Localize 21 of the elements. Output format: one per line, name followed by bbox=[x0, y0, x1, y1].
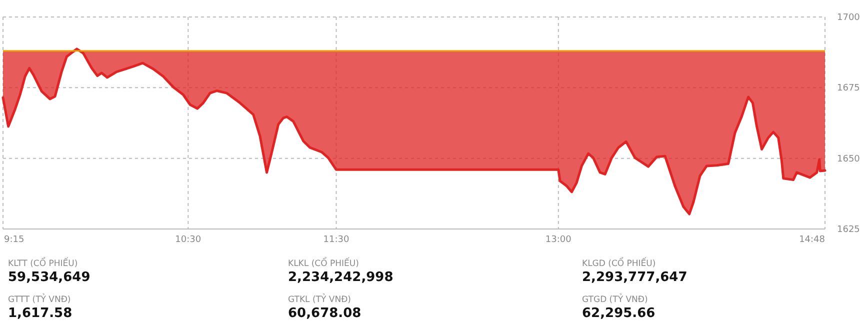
text: 2,234,242,998 bbox=[288, 270, 394, 285]
x-tick-label: 9:15 bbox=[4, 235, 24, 245]
y-tick-label: 1675 bbox=[837, 84, 860, 94]
text: KLTT (CỔ PHIẾU) bbox=[8, 257, 78, 269]
y-tick-label: 1625 bbox=[837, 225, 860, 235]
y-tick-label: 1700 bbox=[837, 13, 860, 23]
text: KLKL (CỔ PHIẾU) bbox=[288, 257, 359, 269]
x-tick-label: 11:30 bbox=[323, 235, 350, 245]
text: KLGD (CỔ PHIẾU) bbox=[582, 257, 656, 269]
x-tick-label: 14:48 bbox=[799, 235, 826, 245]
text: GTKL (TỶ VNĐ) bbox=[288, 293, 351, 305]
text: 59,534,649 bbox=[8, 270, 90, 285]
text: GTGD (TỶ VNĐ) bbox=[582, 293, 648, 305]
text: 1,617.58 bbox=[8, 306, 72, 321]
text: GTTT (TỶ VNĐ) bbox=[8, 293, 71, 305]
x-tick-label: 10:30 bbox=[175, 235, 202, 245]
y-tick-label: 1650 bbox=[837, 154, 860, 164]
x-tick-label: 13:00 bbox=[545, 235, 572, 245]
text: 62,295.66 bbox=[582, 306, 656, 321]
text: 60,678.08 bbox=[288, 306, 362, 321]
text: 2,293,777,647 bbox=[582, 270, 688, 285]
